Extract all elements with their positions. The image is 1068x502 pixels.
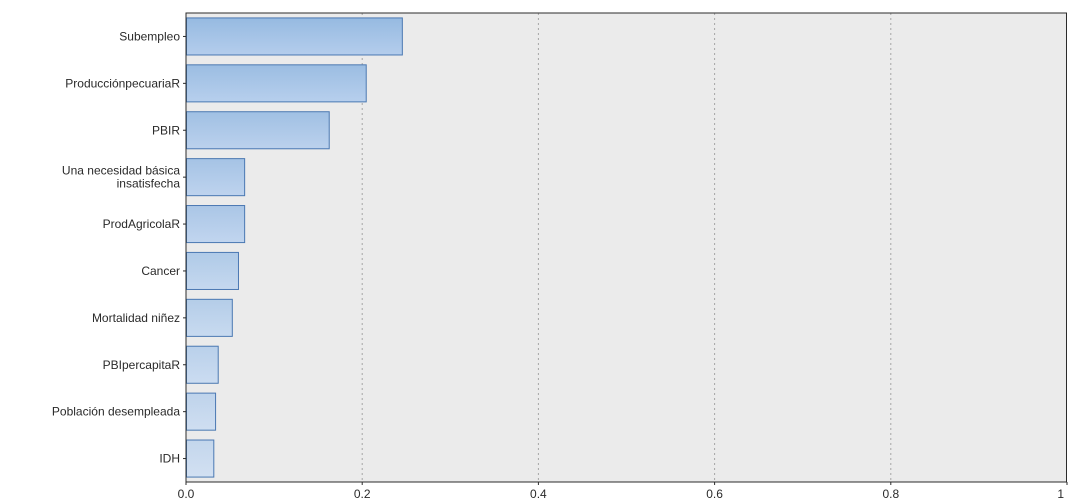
category-label: Cancer (141, 264, 180, 278)
bar (186, 17, 403, 56)
x-tick-label: 0.6 (706, 487, 723, 501)
bar (186, 111, 330, 150)
bar (186, 392, 217, 431)
category-label: PBIpercapitaR (103, 358, 181, 372)
category-label: Mortalidad niñez (92, 311, 180, 325)
x-tick-label: 0.4 (530, 487, 547, 501)
category-label: Población desempleada (52, 405, 180, 419)
x-tick-label: 0.2 (354, 487, 371, 501)
category-label: Subempleo (119, 29, 180, 43)
x-tick-label: 1 (1057, 487, 1064, 501)
bar (186, 205, 246, 244)
x-tick-label: 0.8 (882, 487, 899, 501)
category-label: Una necesidad básica insatisfecha (62, 164, 180, 191)
bar (186, 158, 246, 197)
bar (186, 298, 233, 337)
category-label: IDH (159, 452, 180, 466)
plot-border (185, 12, 1067, 483)
bar (186, 251, 239, 290)
category-label: PBIR (152, 123, 180, 137)
bar (186, 345, 219, 384)
bar (186, 439, 215, 478)
bar (186, 64, 367, 103)
x-tick-label: 0.0 (178, 487, 195, 501)
category-label: ProducciónpecuariaR (65, 76, 180, 90)
category-label: ProdAgricolaR (103, 217, 181, 231)
